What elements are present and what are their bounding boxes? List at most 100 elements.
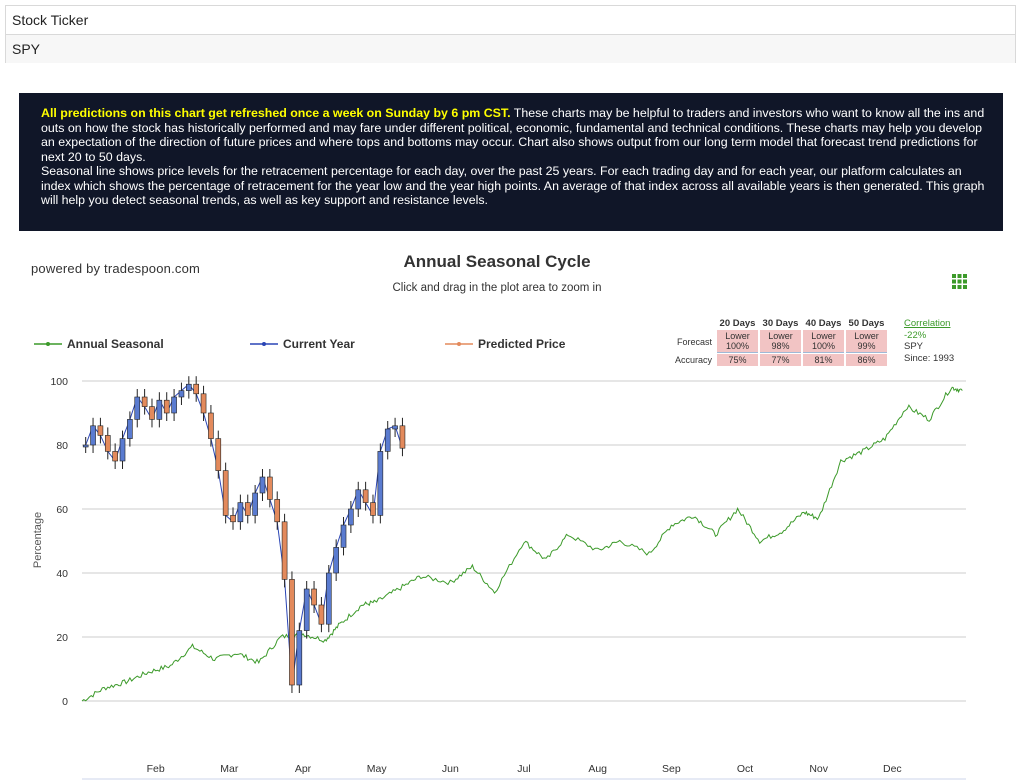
candle-body	[134, 396, 141, 420]
legend-marker	[262, 342, 266, 346]
x-tick-label: Oct	[737, 763, 753, 775]
chart-legend: Annual Seasonal Current Year Predicted Pri…	[34, 337, 566, 351]
seasonal-line	[81, 386, 963, 702]
ticker-label: Stock Ticker	[12, 12, 89, 28]
correlation-symbol: SPY	[904, 341, 924, 352]
forecast-cell: Lower 100%	[803, 330, 845, 353]
candle-body	[370, 502, 376, 516]
ticker-value[interactable]: SPY	[6, 34, 1015, 63]
correlation-link[interactable]: Correlation	[904, 318, 951, 329]
candle-body	[296, 630, 303, 686]
menu-grid-icon[interactable]	[952, 274, 967, 289]
correlation-value: -22%	[904, 329, 927, 341]
candle-body	[82, 444, 89, 448]
forecast-header: 20 Days	[719, 318, 756, 329]
x-axis-ticks: Feb Mar Apr May Jun Jul Aug Sep Oct Nov Dec	[147, 763, 902, 775]
x-tick-label: Nov	[809, 763, 828, 775]
chart-series	[81, 376, 963, 702]
candle-body	[119, 438, 126, 462]
correlation-block: Correlation -22% SPY Since: 1993	[904, 318, 954, 364]
candle-body	[193, 383, 199, 395]
x-tick-label: Dec	[883, 763, 902, 775]
chart-title: Annual Seasonal Cycle	[403, 252, 591, 271]
candle-body	[311, 588, 317, 606]
legend-marker	[46, 342, 50, 346]
legend-label: Predicted Price	[478, 337, 566, 351]
info-text-1: These charts may be helpful to traders a…	[41, 106, 985, 164]
candle-body	[377, 451, 384, 516]
candle-body	[208, 412, 214, 439]
candle-body	[149, 406, 155, 420]
forecast-cell: Lower 100%	[717, 330, 759, 353]
y-tick-label: 100	[50, 376, 68, 388]
info-text-2: Seasonal line shows price levels for the…	[41, 164, 985, 207]
candle-body	[127, 419, 133, 439]
correlation-since: Since: 1993	[904, 352, 955, 364]
candle-body	[215, 438, 222, 471]
candle-body	[244, 502, 251, 516]
accuracy-cell: 75%	[717, 354, 759, 366]
info-highlight: All predictions on this chart get refres…	[41, 106, 511, 120]
candle-body	[303, 588, 310, 631]
legend-marker	[457, 342, 461, 346]
powered-by[interactable]: powered by tradespoon.com	[31, 261, 201, 276]
candle-body	[163, 399, 170, 414]
candle-body	[274, 499, 281, 523]
candle-body	[362, 489, 369, 503]
candle-body	[281, 521, 288, 580]
x-tick-label: Jul	[517, 763, 530, 775]
candle-body	[333, 547, 339, 574]
x-tick-label: Feb	[147, 763, 165, 775]
candle-body	[252, 492, 258, 516]
legend-label: Annual Seasonal	[67, 337, 164, 351]
candle-body	[178, 390, 185, 398]
accuracy-cell: 81%	[803, 354, 845, 366]
forecast-cell: Lower 99%	[846, 330, 888, 353]
candle-body	[97, 425, 104, 436]
y-tick-label: 20	[56, 632, 68, 644]
x-tick-label: Sep	[662, 763, 681, 775]
x-tick-label: Apr	[295, 763, 312, 775]
x-tick-label: Mar	[220, 763, 239, 775]
candle-body	[104, 435, 111, 452]
candle-body	[171, 396, 177, 414]
forecast-header: 30 Days	[762, 318, 799, 329]
x-tick-label: Aug	[588, 763, 607, 775]
y-tick-label: 60	[56, 504, 68, 516]
y-tick-label: 80	[56, 440, 68, 452]
forecast-header: 40 Days	[805, 318, 842, 329]
candle-body	[392, 425, 398, 430]
candle-body	[340, 524, 347, 548]
candle-body	[112, 451, 118, 462]
legend-label: Current Year	[283, 337, 355, 351]
current-year-line	[85, 383, 403, 686]
x-tick-label: Jun	[442, 763, 459, 775]
candle-body	[186, 383, 192, 391]
y-tick-label: 0	[62, 696, 68, 708]
candle-body	[90, 425, 96, 446]
candle-body	[222, 470, 229, 516]
candle-body	[318, 604, 325, 625]
info-panel: All predictions on this chart get refres…	[19, 93, 1003, 231]
candle-body	[267, 476, 273, 500]
candle-body	[230, 515, 236, 523]
candle-body	[399, 425, 406, 449]
candle-body	[259, 476, 266, 494]
ticker-box: Stock Ticker SPY	[5, 5, 1016, 63]
y-axis-ticks: 0 20 40 60 80 100	[50, 376, 68, 708]
forecast-header: 50 Days	[848, 318, 885, 329]
chart-grid	[82, 380, 966, 780]
x-tick-label: May	[367, 763, 388, 775]
accuracy-cell: 86%	[846, 354, 888, 366]
forecast-row-label: Forecast	[677, 336, 713, 347]
candle-body	[200, 393, 207, 414]
accuracy-cell: 77%	[760, 354, 802, 366]
accuracy-row-label: Accuracy	[675, 355, 713, 365]
candle-body	[141, 396, 148, 407]
y-axis-title: Percentage	[32, 512, 44, 568]
candle-body	[384, 428, 391, 452]
candle-body	[156, 399, 163, 420]
candle-body	[355, 489, 362, 510]
candle-body	[325, 572, 332, 625]
candle-body	[237, 502, 244, 523]
